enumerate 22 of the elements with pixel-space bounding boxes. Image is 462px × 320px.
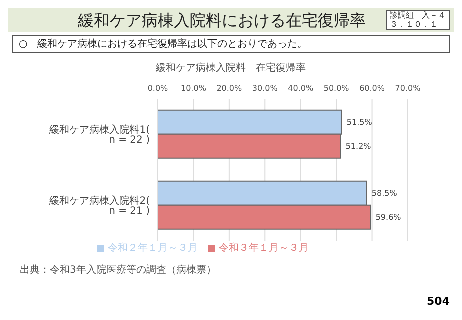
text: 504 [427, 295, 450, 308]
y-tick-label: 緩和ケア病棟入院料2( n = 21 ) [48, 195, 150, 218]
data-label: 51.5% [346, 118, 373, 128]
data-label: 58.5% [372, 189, 398, 198]
data-label: 51.2% [346, 142, 372, 152]
x-tick-label: 10.0% [181, 84, 207, 93]
source-note: 出典：令和3年入院医療等の調査（病棟票） [20, 264, 218, 277]
stamp-box: 診調組 入－４ ３．１０．１ [386, 10, 450, 30]
x-tick-label: 0.0% [148, 84, 169, 93]
data-label: 59.6% [376, 213, 402, 222]
legend-label: 令和２年１月～３月 [108, 243, 198, 254]
legend-label: 令和３年１月～３月 [219, 243, 309, 254]
text: ○ 緩和ケア病棟における在宅復帰率は以下のとおりであった。 [12, 35, 450, 53]
x-tick-label: 30.0% [252, 84, 278, 93]
y-tick-label: 緩和ケア病棟入院料1( n = 22 ) [48, 124, 150, 146]
x-tick-label: 20.0% [216, 84, 243, 93]
x-tick-label: 70.0% [395, 84, 422, 93]
chart-subtitle: 緩和ケア病棟入院料 在宅復帰率 [155, 62, 307, 75]
x-tick-label: 60.0% [360, 84, 386, 93]
chart-title: 緩和ケア病棟入院料における在宅復帰率 [78, 11, 366, 32]
x-tick-label: 50.0% [324, 84, 350, 93]
x-tick-label: 40.0% [288, 84, 314, 93]
